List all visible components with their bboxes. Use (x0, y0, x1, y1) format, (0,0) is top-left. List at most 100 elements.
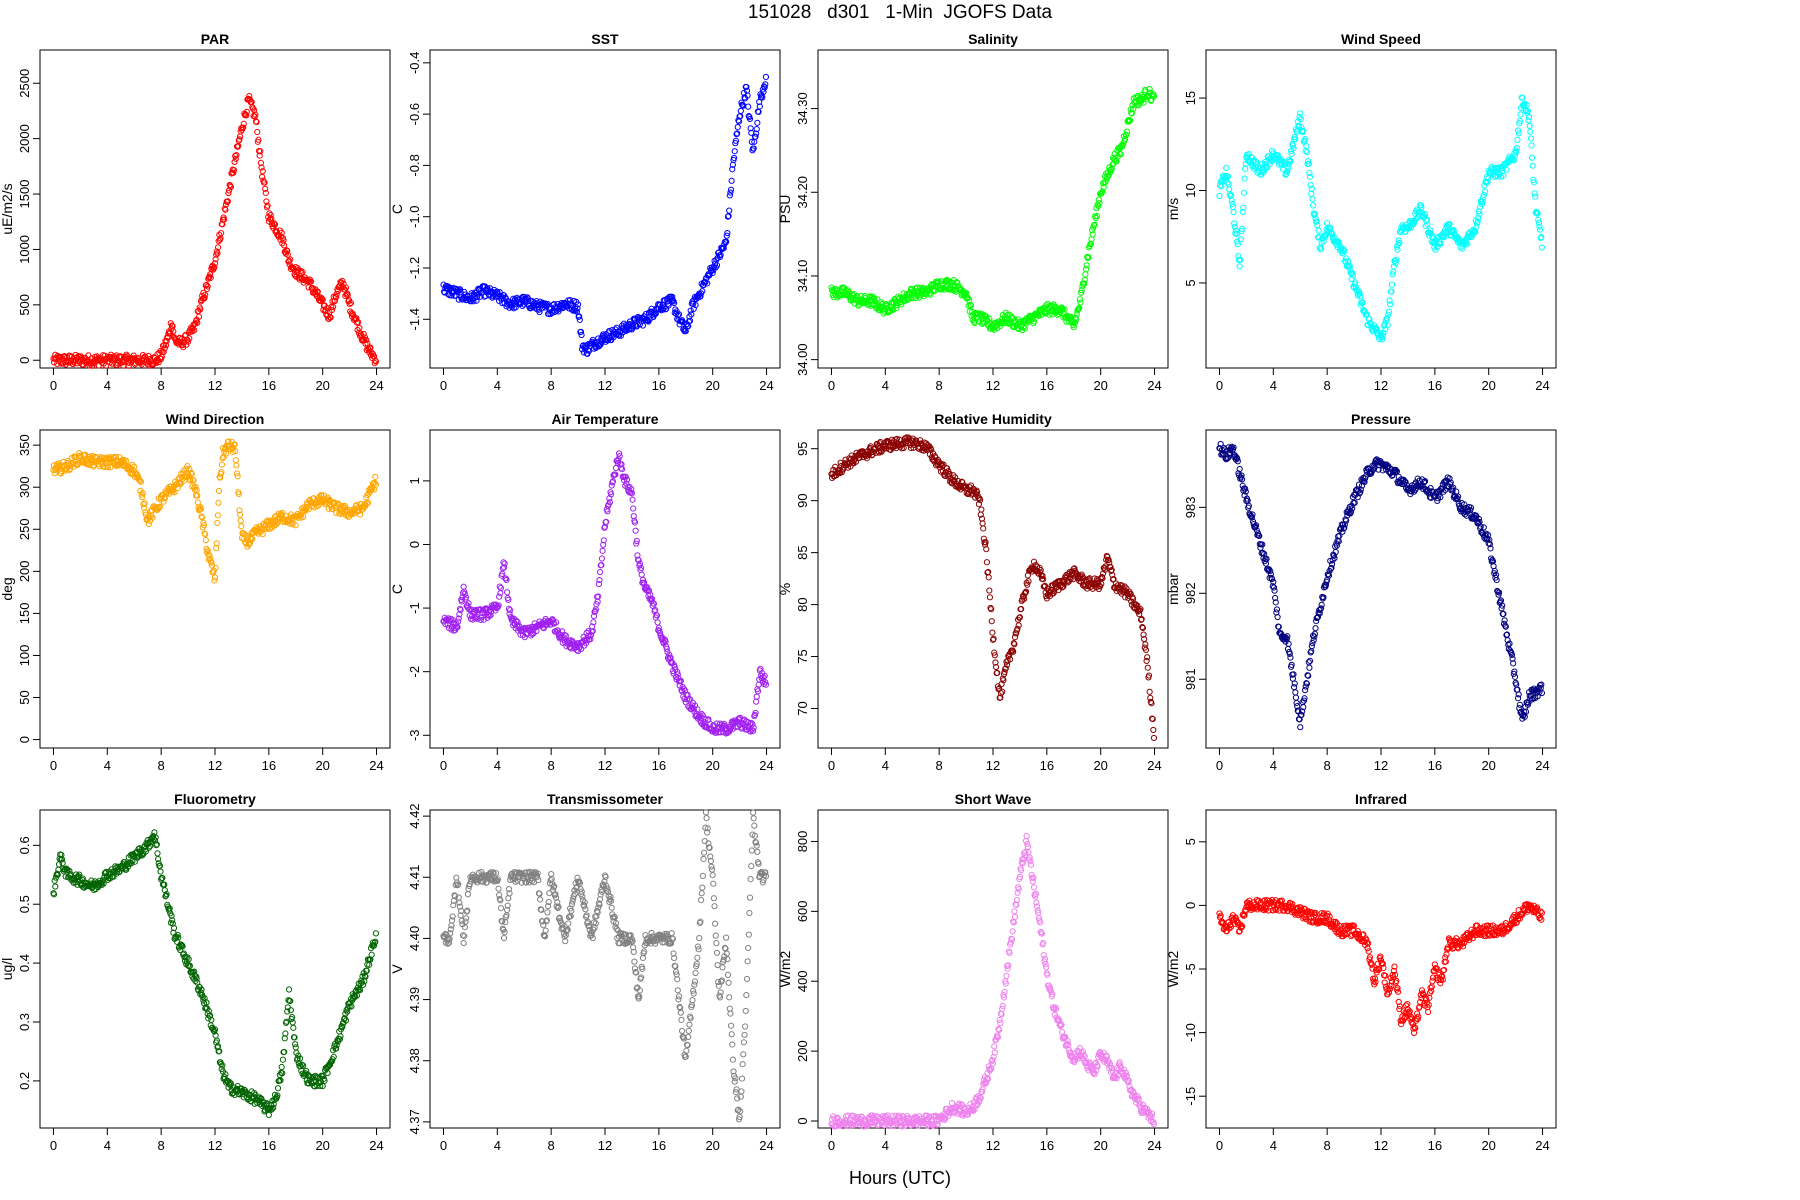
data-point (203, 281, 210, 288)
wind-speed-points (1216, 94, 1546, 343)
data-point (221, 216, 228, 223)
data-point (1527, 128, 1534, 135)
data-point (497, 584, 505, 592)
data-point (726, 207, 733, 214)
data-point (688, 311, 695, 318)
data-point (1514, 136, 1521, 143)
data-point (342, 284, 350, 291)
relative-humidity-y-tick-label: 95 (795, 441, 810, 455)
data-point (1090, 222, 1098, 229)
wind-speed-x-tick-label: 4 (1270, 378, 1277, 393)
data-point (686, 317, 694, 324)
data-point (722, 239, 729, 246)
sst-x-tick-label: 4 (494, 378, 501, 393)
data-point (690, 305, 697, 313)
data-point (1240, 204, 1247, 211)
sst-y-tick-label: -0.4 (407, 52, 422, 74)
data-point (1076, 304, 1083, 312)
data-point (497, 590, 504, 597)
air-temperature-x-tick-label: 24 (759, 758, 773, 773)
relative-humidity-x-tick-label: 12 (986, 758, 1000, 773)
sst-x-tick-label: 0 (440, 378, 447, 393)
data-point (1061, 306, 1068, 313)
data-point (761, 84, 768, 91)
data-point (752, 133, 759, 140)
salinity-y-tick-label: 34.10 (795, 260, 810, 293)
data-point (574, 301, 582, 308)
data-point (1315, 227, 1322, 234)
data-point (744, 92, 751, 99)
data-point (1052, 303, 1059, 310)
data-point (574, 305, 581, 312)
data-point (638, 571, 645, 578)
data-point (1237, 236, 1244, 243)
sst-y-tick-label: -1.0 (407, 205, 422, 227)
data-point (1528, 142, 1535, 149)
wind-speed-y-tick-label: 5 (1183, 279, 1198, 286)
data-point (243, 108, 250, 115)
data-point (1281, 161, 1289, 168)
fluorometry-x-tick-label: 8 (158, 1138, 165, 1153)
data-point (731, 154, 738, 162)
data-point (372, 473, 379, 480)
data-point (1123, 131, 1130, 138)
data-point (328, 303, 335, 311)
data-point (1096, 199, 1103, 207)
data-point (1297, 110, 1304, 117)
data-point (567, 296, 574, 304)
data-point (1288, 150, 1295, 157)
data-point (1515, 691, 1522, 698)
data-point (202, 537, 209, 544)
relative-humidity-x-tick-label: 20 (1093, 758, 1107, 773)
data-point (203, 285, 211, 292)
data-point (1230, 209, 1237, 216)
data-point (195, 307, 202, 315)
fluorometry-x-tick-label: 4 (104, 1138, 111, 1153)
data-point (1077, 299, 1084, 306)
data-point (224, 198, 231, 206)
relative-humidity-x-tick-label: 16 (1040, 758, 1054, 773)
data-point (1239, 208, 1246, 215)
data-point (762, 81, 769, 88)
wind-direction-x-tick-label: 0 (50, 758, 57, 773)
sst-x-tick-label: 20 (705, 378, 719, 393)
data-point (1126, 117, 1134, 124)
data-point (145, 352, 152, 360)
data-point (211, 260, 219, 267)
data-point (1306, 664, 1313, 671)
data-point (503, 589, 511, 596)
data-point (1303, 149, 1311, 156)
data-point (738, 101, 746, 108)
data-point (709, 269, 716, 277)
salinity-x-tick-label: 20 (1093, 378, 1107, 393)
data-point (1388, 281, 1396, 288)
data-point (258, 164, 265, 171)
data-point (212, 256, 219, 263)
data-point (1231, 220, 1238, 227)
data-point (1004, 311, 1011, 318)
wind-speed-x-tick-label: 20 (1481, 378, 1495, 393)
data-point (1091, 221, 1098, 228)
data-point (1241, 175, 1248, 182)
fluorometry-y-tick-label: 0.5 (17, 895, 32, 913)
salinity-x-tick-label: 16 (1040, 378, 1054, 393)
par-title: PAR (201, 31, 230, 47)
data-point (1224, 173, 1232, 180)
data-point (745, 103, 752, 110)
data-point (1095, 196, 1102, 203)
data-point (1087, 240, 1095, 247)
data-point (184, 338, 192, 345)
wind-direction-y-tick-label: 50 (17, 690, 32, 704)
wind-speed-y-axis-label: m/s (1165, 198, 1181, 221)
data-point (123, 351, 130, 358)
sst-y-tick-label: -0.8 (407, 154, 422, 176)
air-temperature-x-tick-label: 8 (548, 758, 555, 773)
data-point (307, 278, 315, 285)
data-point (356, 324, 363, 332)
data-point (988, 618, 995, 625)
sst-y-tick-label: -0.6 (407, 103, 422, 125)
data-point (186, 335, 193, 342)
data-point (456, 286, 464, 293)
fluorometry-x-tick-label: 0 (50, 1138, 57, 1153)
